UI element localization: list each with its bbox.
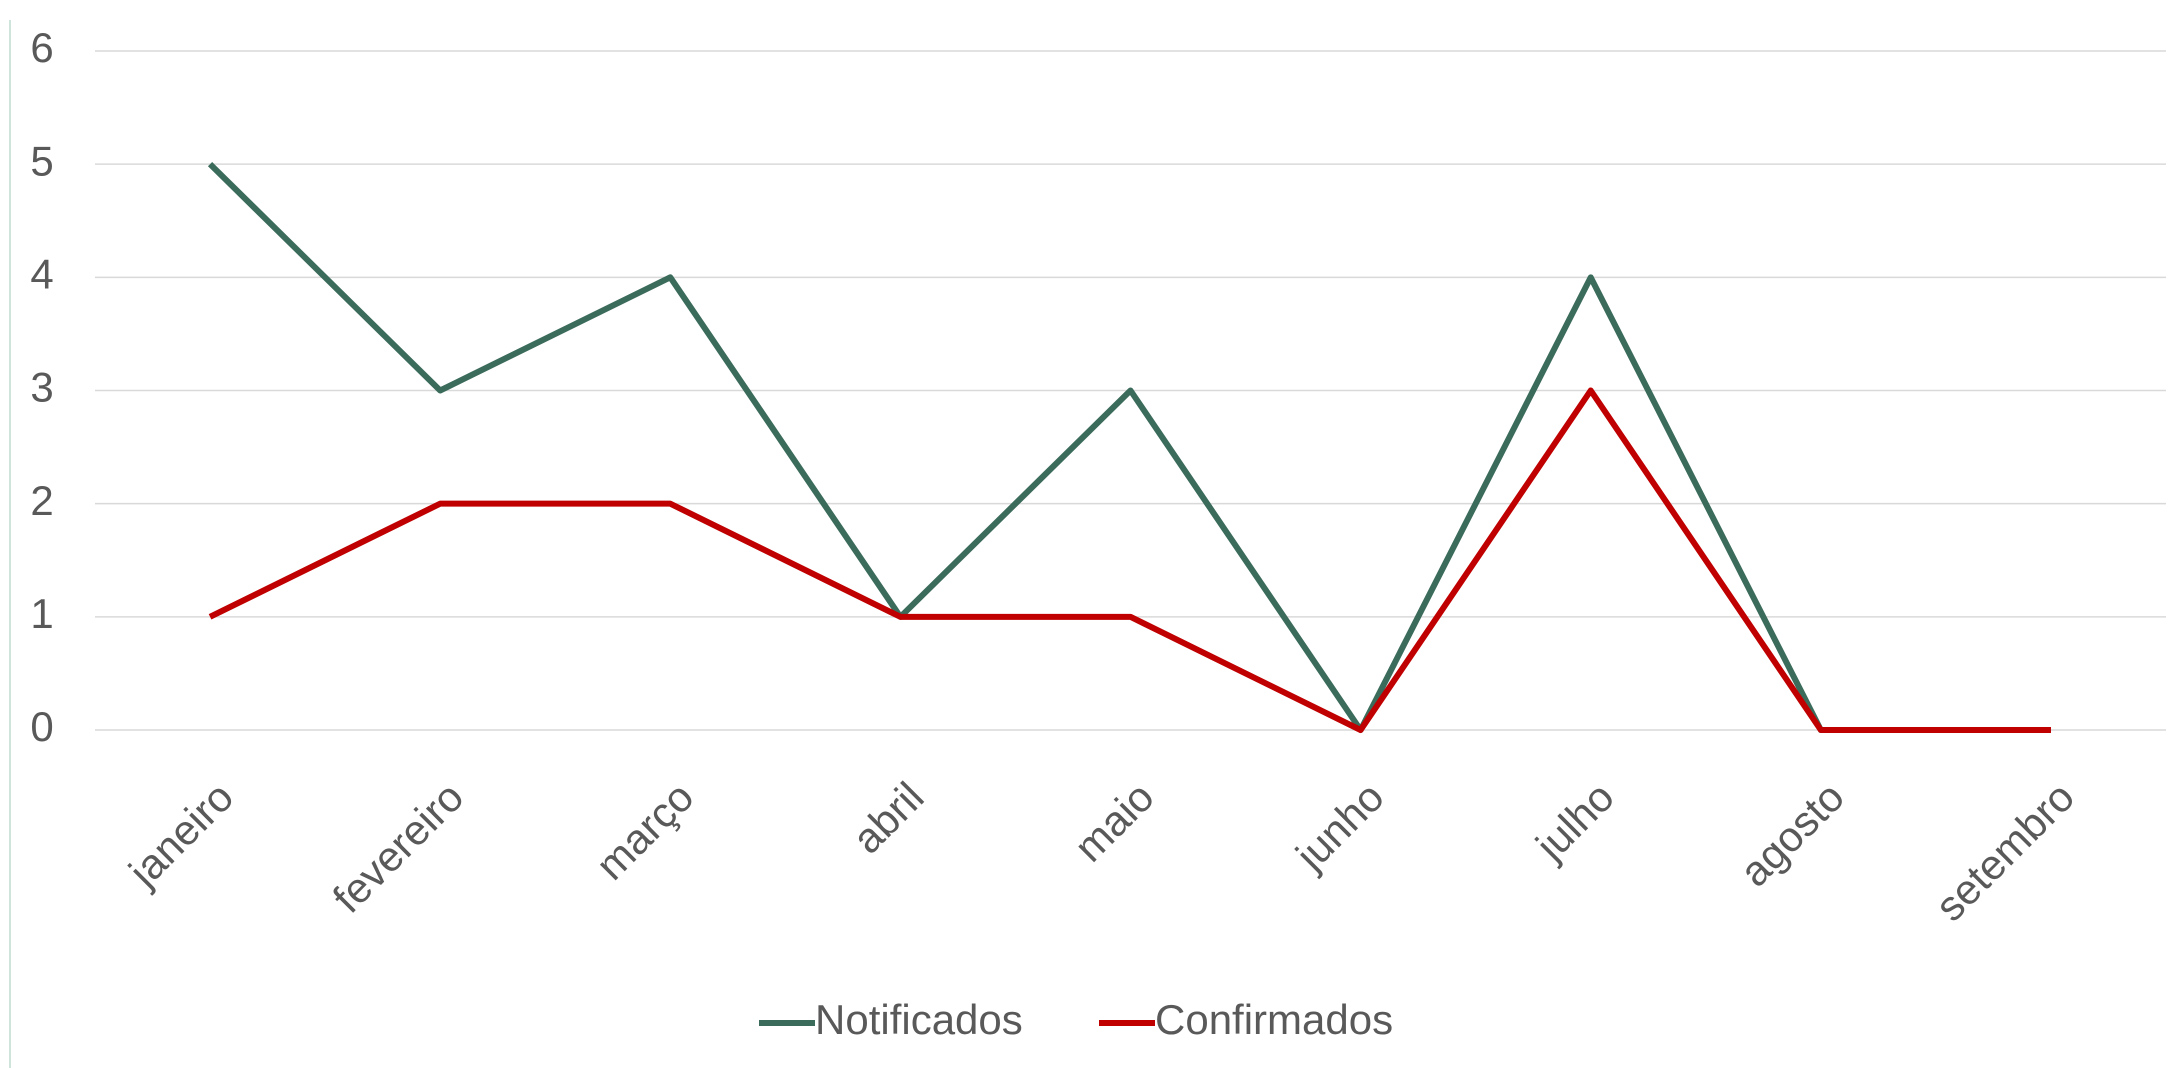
y-tick-label: 3 — [30, 364, 53, 411]
y-tick-label: 4 — [30, 250, 53, 297]
y-tick-label: 6 — [30, 24, 53, 71]
series-line — [208, 387, 2051, 733]
y-tick-label: 5 — [30, 137, 53, 184]
y-tick-label: 0 — [30, 703, 53, 750]
y-tick-label: 2 — [30, 477, 53, 524]
y-tick-label: 1 — [30, 590, 53, 637]
legend-label: Confirmados — [1155, 996, 1393, 1043]
legend-label: Notificados — [815, 996, 1023, 1043]
series-line — [207, 162, 2051, 733]
